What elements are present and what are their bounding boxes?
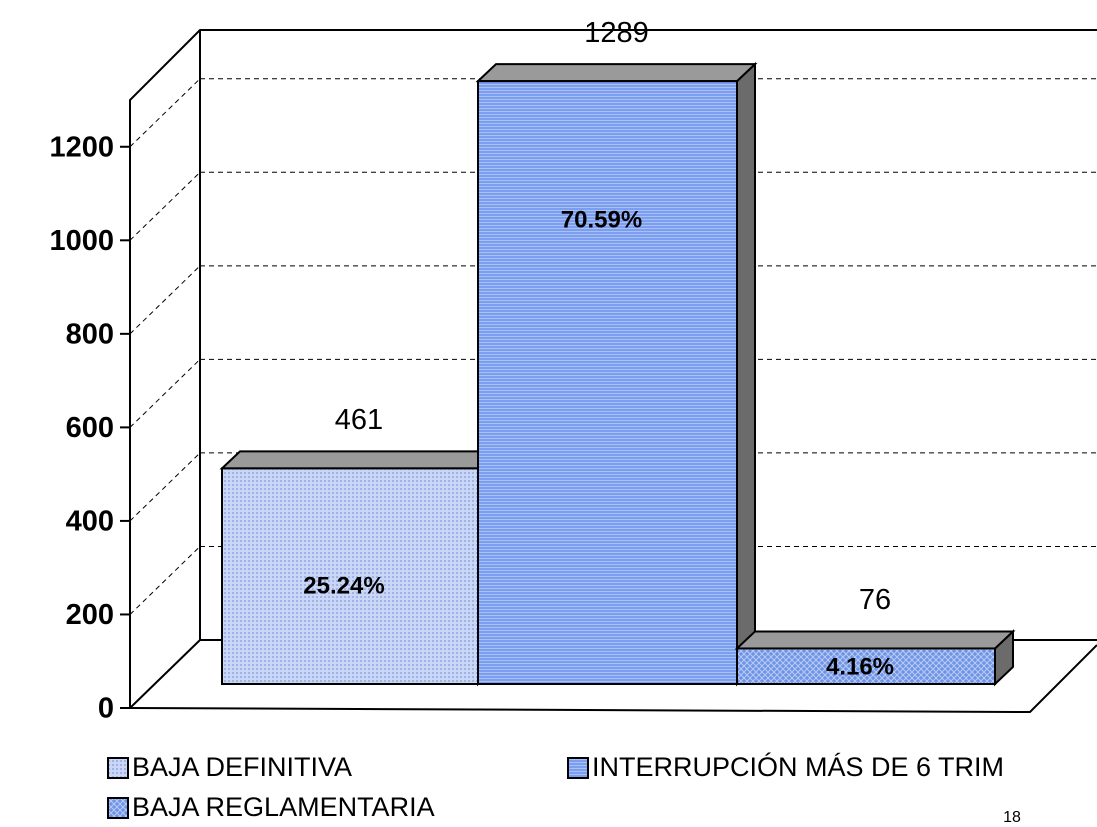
side-grid-line	[129, 546, 201, 615]
bar	[477, 80, 738, 686]
bar-top	[734, 630, 1016, 650]
share-label: 25.24%	[303, 572, 384, 599]
legend-label: INTERRUPCIÓN MÁS DE 6 TRIM	[592, 751, 1004, 782]
bar-top	[219, 450, 499, 470]
legend-swatch	[567, 757, 589, 779]
y-tick-label: 1200	[49, 131, 114, 163]
side-grid-line	[129, 359, 201, 428]
share-label: 70.59%	[561, 206, 642, 233]
bar-side	[736, 61, 756, 687]
value-label: 76	[859, 584, 891, 616]
value-label: 461	[335, 404, 383, 436]
bar-top	[475, 63, 758, 83]
page-number: 18	[1003, 809, 1021, 826]
y-tick-label: 1000	[49, 225, 114, 257]
bar	[221, 467, 479, 686]
y-tick-label: 600	[66, 412, 114, 444]
y-tick-label: 400	[66, 506, 114, 538]
y-tick-label: 0	[98, 693, 114, 725]
side-grid-line	[129, 171, 201, 241]
y-tick-label: 200	[66, 599, 114, 631]
bar	[736, 647, 996, 685]
legend-label: BAJA DEFINITIVA	[132, 752, 352, 782]
side-grid-line	[129, 78, 201, 148]
legend-swatch	[107, 797, 129, 819]
y-tick-label: 800	[66, 319, 114, 351]
side-grid-line	[129, 452, 201, 522]
value-label: 1289	[584, 17, 649, 49]
legend-swatch	[107, 757, 129, 779]
legend-label: BAJA REGLAMENTARIA	[132, 792, 435, 822]
side-grid-line	[129, 265, 201, 335]
share-label: 4.16%	[826, 653, 894, 680]
